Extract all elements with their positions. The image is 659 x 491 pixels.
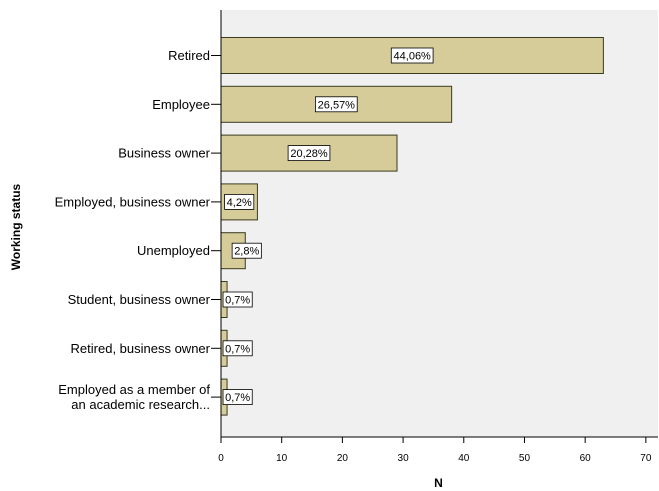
x-tick-label: 60 (580, 453, 592, 464)
x-tick-label: 0 (218, 453, 224, 464)
category-label: Employee (152, 97, 210, 112)
y-axis-title: Working status (9, 183, 23, 270)
x-tick-label: 70 (640, 453, 652, 464)
category-label: Business owner (118, 146, 210, 161)
x-tick-label: 10 (276, 453, 288, 464)
data-label: 4,2% (227, 197, 252, 209)
plot-area (221, 10, 658, 437)
category-label: Student, business owner (68, 292, 211, 307)
data-label-box (231, 242, 262, 259)
x-tick-label: 40 (458, 453, 470, 464)
data-label: 0,7% (225, 392, 250, 404)
data-label-box (224, 193, 255, 210)
data-label: 44,06% (394, 51, 432, 63)
data-label-box (315, 96, 358, 113)
data-label: 2,8% (234, 246, 259, 258)
data-label: 0,7% (225, 295, 250, 307)
data-label-box (390, 47, 434, 64)
data-labels-layer: 44,06% 26,57% 20,28% 4,2% 2,8% 0,7% 0,7% 0,7% (222, 47, 434, 406)
x-axis-title: N (434, 476, 443, 490)
data-label-box (222, 389, 253, 406)
x-tick-label: 20 (337, 453, 349, 464)
category-label: Unemployed (137, 243, 210, 258)
data-label: 0,7% (225, 343, 250, 355)
data-label-box (287, 145, 331, 162)
data-label-box (222, 340, 253, 357)
data-label: 26,57% (318, 99, 356, 111)
data-label-box (222, 291, 253, 308)
x-tick-label: 50 (519, 453, 531, 464)
category-label: Employed as a member of an academic resea… (58, 382, 210, 412)
category-label: Employed, business owner (55, 194, 211, 209)
x-tick-label: 30 (398, 453, 410, 464)
data-label: 20,28% (290, 148, 328, 160)
x-axis: 0 10 20 30 40 50 60 70 (218, 436, 658, 464)
category-label: Retired (168, 48, 210, 63)
y-axis: Retired Employee Business owner Employed, b… (55, 10, 222, 437)
category-label: Retired, business owner (71, 341, 211, 356)
